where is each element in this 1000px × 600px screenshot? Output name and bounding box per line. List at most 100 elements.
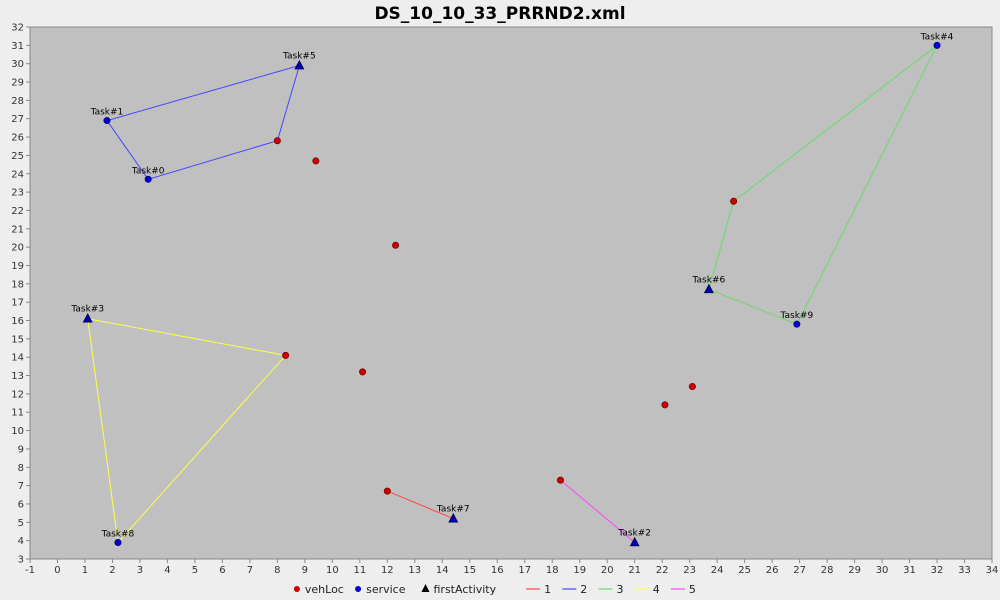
x-tick-label: 0 bbox=[54, 565, 60, 576]
vehloc-point bbox=[730, 197, 738, 205]
vehloc-point bbox=[556, 476, 564, 484]
x-tick-label: 13 bbox=[408, 565, 421, 576]
x-tick-label: 31 bbox=[903, 565, 916, 576]
x-tick-label: 17 bbox=[518, 565, 531, 576]
y-tick-label: 14 bbox=[11, 353, 24, 364]
task-label: Task#9 bbox=[779, 311, 813, 321]
y-tick-label: 7 bbox=[18, 481, 24, 492]
vehloc-point bbox=[688, 383, 696, 391]
x-tick-label: 21 bbox=[628, 565, 641, 576]
y-tick-label: 25 bbox=[11, 151, 24, 162]
legend-label: 4 bbox=[653, 583, 660, 596]
y-tick-label: 13 bbox=[11, 371, 24, 382]
legend-label: 3 bbox=[617, 583, 624, 596]
y-tick-label: 31 bbox=[11, 41, 24, 52]
y-tick-label: 11 bbox=[11, 408, 24, 419]
legend-label: firstActivity bbox=[434, 583, 497, 596]
y-tick-label: 4 bbox=[18, 536, 24, 547]
legend-marker-firstActivity bbox=[421, 584, 430, 592]
x-tick-label: 18 bbox=[546, 565, 559, 576]
x-tick-label: 19 bbox=[573, 565, 586, 576]
plot-area bbox=[29, 26, 993, 560]
x-tick-label: 27 bbox=[793, 565, 806, 576]
y-tick-label: 21 bbox=[11, 224, 24, 235]
first-activity-point bbox=[82, 313, 93, 323]
series-line-5 bbox=[560, 479, 636, 543]
x-tick-label: 34 bbox=[986, 565, 999, 576]
y-tick-label: 12 bbox=[11, 389, 24, 400]
y-tick-label: 16 bbox=[11, 316, 24, 327]
x-tick-label: 26 bbox=[766, 565, 779, 576]
task-label: Task#2 bbox=[617, 528, 651, 538]
points bbox=[82, 41, 941, 547]
axes: -1 0 1 2 3 4 5 6 7 8 9 10 11 12 13 14 15 16 17 18 19 20 21 22 23… bbox=[11, 23, 998, 577]
vehloc-point bbox=[273, 137, 281, 145]
x-tick-label: 4 bbox=[164, 565, 170, 576]
vehloc-point bbox=[312, 157, 320, 165]
y-tick-label: 27 bbox=[11, 114, 24, 125]
y-tick-label: 17 bbox=[11, 298, 24, 309]
y-tick-label: 15 bbox=[11, 334, 24, 345]
y-tick-label: 19 bbox=[11, 261, 24, 272]
x-tick-label: 10 bbox=[326, 565, 339, 576]
x-tick-label: 7 bbox=[247, 565, 253, 576]
y-tick-label: 30 bbox=[11, 59, 24, 70]
x-tick-label: 20 bbox=[601, 565, 614, 576]
x-tick-label: 15 bbox=[463, 565, 476, 576]
y-tick-label: 24 bbox=[11, 169, 24, 180]
first-activity-point bbox=[448, 513, 459, 523]
task-label: Task#0 bbox=[131, 166, 165, 176]
y-tick-label: 5 bbox=[18, 518, 24, 529]
x-tick-label: 11 bbox=[353, 565, 366, 576]
chart-title: DS_10_10_33_PRRND2.xml bbox=[374, 4, 625, 24]
x-tick-label: 16 bbox=[491, 565, 504, 576]
task-labels: Task#1 Task#0 Task#4 Task#9 Task#8 Task#5 Task… bbox=[70, 32, 953, 539]
service-point bbox=[933, 41, 941, 49]
x-tick-label: 22 bbox=[656, 565, 669, 576]
y-tick-label: 6 bbox=[18, 499, 24, 510]
task-label: Task#8 bbox=[101, 529, 135, 539]
vehloc-point bbox=[661, 401, 669, 409]
legend: vehLoc service firstActivity 1 2 3 4 5 bbox=[293, 583, 696, 596]
y-tick-label: 26 bbox=[11, 133, 24, 144]
vehloc-point bbox=[282, 351, 290, 359]
vehloc-point bbox=[392, 241, 400, 249]
x-tick-label: 14 bbox=[436, 565, 449, 576]
x-tick-label: 25 bbox=[738, 565, 751, 576]
y-tick-label: 20 bbox=[11, 243, 24, 254]
legend-marker-service bbox=[355, 586, 362, 592]
task-label: Task#7 bbox=[436, 505, 470, 515]
x-tick-label: 5 bbox=[192, 565, 198, 576]
first-activity-point bbox=[703, 283, 714, 294]
legend-marker-vehLoc bbox=[293, 586, 300, 592]
legend-label: 1 bbox=[544, 583, 551, 596]
service-point bbox=[144, 175, 152, 183]
legend-label: service bbox=[366, 583, 406, 596]
y-tick-label: 32 bbox=[11, 23, 24, 34]
series-line-1 bbox=[387, 490, 454, 520]
x-tick-label: 30 bbox=[876, 565, 889, 576]
x-tick-label: 6 bbox=[219, 565, 225, 576]
first-activity-point bbox=[294, 59, 305, 70]
x-tick-label: 2 bbox=[109, 565, 115, 576]
series-line-4 bbox=[87, 318, 286, 544]
x-tick-label: 33 bbox=[958, 565, 971, 576]
y-tick-label: 18 bbox=[11, 279, 24, 290]
y-tick-label: 3 bbox=[18, 555, 24, 566]
first-activity-point bbox=[629, 536, 640, 547]
legend-label: vehLoc bbox=[305, 583, 344, 596]
y-tick-label: 9 bbox=[18, 444, 24, 455]
task-label: Task#3 bbox=[70, 305, 104, 315]
x-tick-label: 29 bbox=[848, 565, 861, 576]
y-tick-label: 29 bbox=[11, 78, 24, 89]
legend-label: 2 bbox=[580, 583, 587, 596]
x-tick-label: 23 bbox=[683, 565, 696, 576]
task-label: Task#6 bbox=[692, 275, 726, 285]
vehloc-point bbox=[383, 487, 391, 495]
legend-label: 5 bbox=[689, 583, 696, 596]
x-tick-label: 3 bbox=[137, 565, 143, 576]
service-point bbox=[103, 117, 111, 125]
y-tick-label: 23 bbox=[11, 188, 24, 199]
